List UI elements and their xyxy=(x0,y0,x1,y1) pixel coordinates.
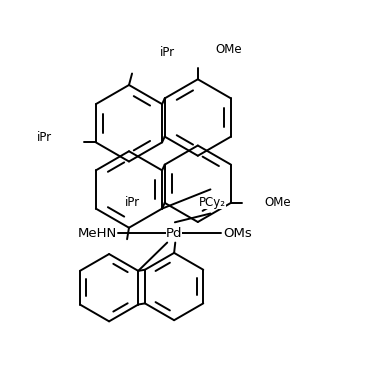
Text: OMe: OMe xyxy=(215,43,242,56)
Text: OMs: OMs xyxy=(223,227,252,239)
Text: OMe: OMe xyxy=(265,196,291,209)
Text: iPr: iPr xyxy=(160,46,175,59)
Text: iPr: iPr xyxy=(125,196,140,209)
Text: PCy₂: PCy₂ xyxy=(199,196,226,209)
Text: MeHN: MeHN xyxy=(78,227,117,239)
Text: Pd: Pd xyxy=(166,227,182,239)
Text: iPr: iPr xyxy=(37,131,52,144)
